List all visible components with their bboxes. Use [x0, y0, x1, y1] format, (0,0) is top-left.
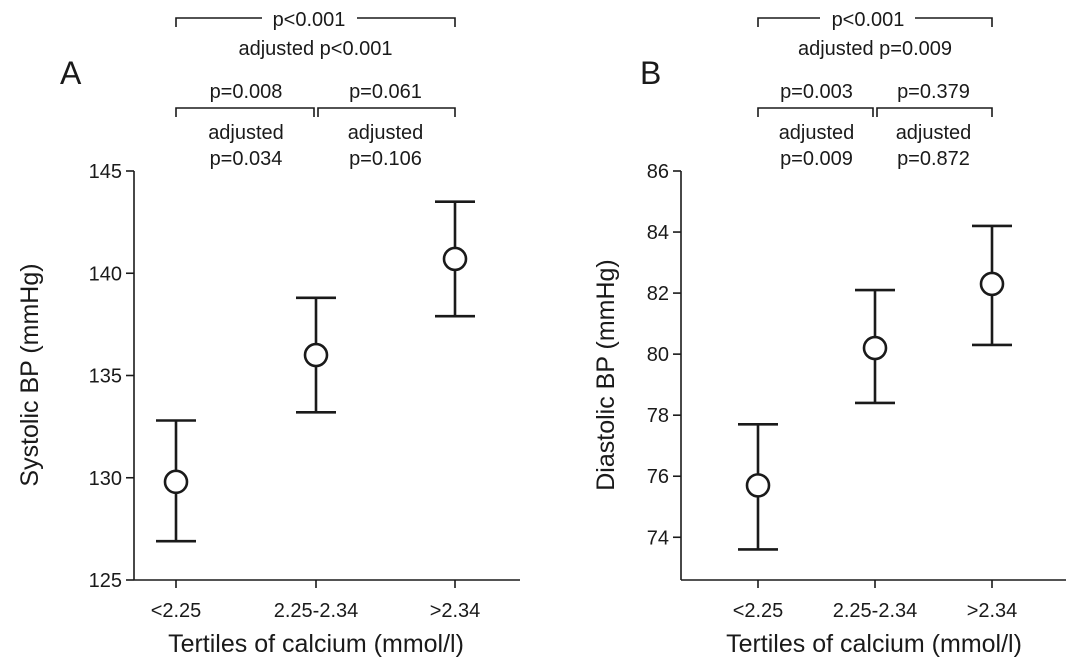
bracket-overall-right [357, 17, 456, 27]
y-tick-label: 74 [647, 527, 669, 549]
panel-b: 74 76 78 80 82 84 86 <2.25 2.25-2.34 >2.34 Tertile… [592, 9, 1066, 658]
data-point [303, 342, 329, 368]
bracket-overall-right [915, 17, 993, 27]
p-value-low-mid-adjusted: p=0.009 [780, 148, 853, 170]
data-point [979, 271, 1005, 297]
y-tick-label: 86 [647, 161, 669, 183]
adjusted-label: adjusted [348, 122, 424, 144]
x-tick-label: >2.34 [967, 600, 1018, 622]
y-axis-title: Diastolic BP (mmHg) [592, 259, 620, 491]
p-value-mid-high-adjusted: p=0.872 [897, 148, 970, 170]
adjusted-label: adjusted [896, 122, 972, 144]
y-tick-label: 78 [647, 405, 669, 427]
p-value-overall-adjusted: adjusted p<0.001 [238, 38, 392, 60]
p-value-mid-high-adjusted: p=0.106 [349, 148, 422, 170]
data-point [862, 335, 888, 361]
bracket-overall-left [757, 17, 820, 27]
y-tick-label: 80 [647, 344, 669, 366]
bracket-mid-high [876, 107, 993, 117]
panel-letter: A [60, 55, 82, 91]
data-point [442, 246, 468, 272]
data-point [163, 469, 189, 495]
y-tick-label: 130 [89, 468, 122, 490]
p-value-mid-high: p=0.379 [897, 81, 970, 103]
p-value-low-mid: p=0.008 [210, 81, 283, 103]
data-point [745, 473, 771, 498]
p-value-overall-adjusted: adjusted p=0.009 [798, 38, 952, 60]
x-tick-label: <2.25 [733, 600, 784, 622]
bracket-low-mid [757, 107, 874, 117]
x-tick-label: 2.25-2.34 [833, 600, 918, 622]
y-tick-label: 76 [647, 466, 669, 488]
y-axis-title: Systolic BP (mmHg) [16, 263, 44, 486]
bracket-mid-high [317, 107, 456, 117]
adjusted-label: adjusted [208, 122, 284, 144]
y-tick-label: 125 [89, 570, 122, 592]
bracket-overall-left [175, 17, 262, 27]
x-axis-title: Tertiles of calcium (mmol/l) [168, 630, 464, 658]
p-value-overall: p<0.001 [273, 9, 346, 31]
p-value-mid-high: p=0.061 [349, 81, 422, 103]
panel-a: 125 130 135 140 145 <2.25 2.25-2.34 >2.34 Tertil… [16, 9, 520, 658]
x-axis-title: Tertiles of calcium (mmol/l) [726, 630, 1022, 658]
y-tick-label: 135 [89, 366, 122, 388]
p-value-low-mid-adjusted: p=0.034 [210, 148, 283, 170]
p-value-low-mid: p=0.003 [780, 81, 853, 103]
adjusted-label: adjusted [779, 122, 855, 144]
panel-letter: B [640, 55, 661, 91]
y-tick-label: 140 [89, 263, 122, 285]
y-tick-label: 82 [647, 283, 669, 305]
bracket-low-mid [175, 107, 315, 117]
p-value-overall: p<0.001 [832, 9, 905, 31]
y-tick-label: 84 [647, 222, 669, 244]
x-tick-label: <2.25 [151, 600, 202, 622]
x-tick-label: 2.25-2.34 [274, 600, 359, 622]
y-tick-label: 145 [89, 161, 122, 183]
x-tick-label: >2.34 [430, 600, 481, 622]
